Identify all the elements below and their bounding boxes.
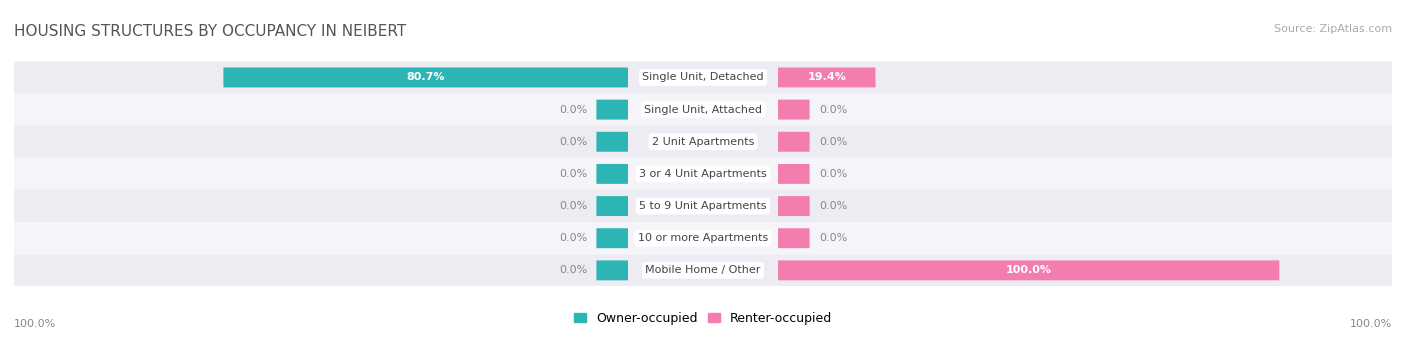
Text: 100.0%: 100.0%	[1350, 319, 1392, 329]
Text: 3 or 4 Unit Apartments: 3 or 4 Unit Apartments	[640, 169, 766, 179]
FancyBboxPatch shape	[778, 68, 876, 87]
Text: 0.0%: 0.0%	[558, 169, 588, 179]
Text: 0.0%: 0.0%	[818, 233, 848, 243]
Text: 0.0%: 0.0%	[818, 137, 848, 147]
FancyBboxPatch shape	[14, 254, 1392, 286]
FancyBboxPatch shape	[14, 190, 1392, 222]
Text: Source: ZipAtlas.com: Source: ZipAtlas.com	[1274, 24, 1392, 34]
FancyBboxPatch shape	[596, 100, 628, 120]
FancyBboxPatch shape	[224, 68, 628, 87]
FancyBboxPatch shape	[778, 132, 810, 152]
Text: 0.0%: 0.0%	[558, 105, 588, 115]
FancyBboxPatch shape	[596, 228, 628, 248]
Text: 0.0%: 0.0%	[558, 137, 588, 147]
Text: 0.0%: 0.0%	[558, 233, 588, 243]
Text: 2 Unit Apartments: 2 Unit Apartments	[652, 137, 754, 147]
FancyBboxPatch shape	[14, 222, 1392, 254]
FancyBboxPatch shape	[778, 261, 1279, 280]
FancyBboxPatch shape	[14, 126, 1392, 158]
Text: 0.0%: 0.0%	[818, 201, 848, 211]
Text: Mobile Home / Other: Mobile Home / Other	[645, 265, 761, 276]
FancyBboxPatch shape	[596, 132, 628, 152]
Text: 100.0%: 100.0%	[1005, 265, 1052, 276]
Text: Single Unit, Attached: Single Unit, Attached	[644, 105, 762, 115]
Text: HOUSING STRUCTURES BY OCCUPANCY IN NEIBERT: HOUSING STRUCTURES BY OCCUPANCY IN NEIBE…	[14, 24, 406, 39]
FancyBboxPatch shape	[596, 164, 628, 184]
Legend: Owner-occupied, Renter-occupied: Owner-occupied, Renter-occupied	[568, 307, 838, 330]
Text: 80.7%: 80.7%	[406, 72, 444, 83]
Text: 10 or more Apartments: 10 or more Apartments	[638, 233, 768, 243]
FancyBboxPatch shape	[778, 164, 810, 184]
Text: 0.0%: 0.0%	[818, 105, 848, 115]
FancyBboxPatch shape	[778, 228, 810, 248]
FancyBboxPatch shape	[14, 93, 1392, 126]
Text: 0.0%: 0.0%	[558, 201, 588, 211]
FancyBboxPatch shape	[14, 61, 1392, 93]
FancyBboxPatch shape	[596, 196, 628, 216]
Text: 0.0%: 0.0%	[818, 169, 848, 179]
Text: 5 to 9 Unit Apartments: 5 to 9 Unit Apartments	[640, 201, 766, 211]
FancyBboxPatch shape	[14, 158, 1392, 190]
FancyBboxPatch shape	[596, 261, 628, 280]
Text: Single Unit, Detached: Single Unit, Detached	[643, 72, 763, 83]
Text: 19.4%: 19.4%	[807, 72, 846, 83]
Text: 0.0%: 0.0%	[558, 265, 588, 276]
Text: 100.0%: 100.0%	[14, 319, 56, 329]
FancyBboxPatch shape	[778, 100, 810, 120]
FancyBboxPatch shape	[778, 196, 810, 216]
